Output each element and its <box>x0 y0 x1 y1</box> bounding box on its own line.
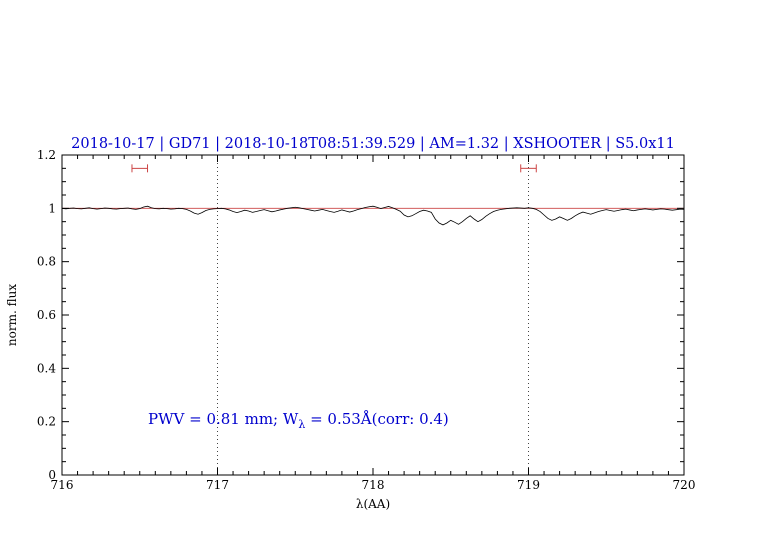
x-tick-label: 720 <box>673 478 696 492</box>
y-tick-label: 0 <box>48 468 56 482</box>
y-tick-label: 0.2 <box>37 415 56 429</box>
chart-title: 2018-10-17 | GD71 | 2018-10-18T08:51:39.… <box>71 136 675 152</box>
pwv-annotation-prefix: PWV = 0.81 mm; W <box>148 410 299 428</box>
pwv-annotation-suffix: = 0.53Å(corr: 0.4) <box>305 410 449 428</box>
pwv-annotation-sub: λ <box>298 418 305 431</box>
y-axis-label: norm. flux <box>5 284 19 346</box>
spectrum-line <box>61 205 685 226</box>
y-tick-label: 1.2 <box>37 148 56 162</box>
x-axis-label: λ(AA) <box>356 497 390 511</box>
y-tick-label: 0.4 <box>37 361 56 375</box>
x-tick-label: 717 <box>206 478 229 492</box>
x-tick-label: 716 <box>51 478 74 492</box>
pwv-annotation: PWV = 0.81 mm; Wλ = 0.53Å(corr: 0.4) <box>148 410 449 431</box>
y-tick-label: 0.6 <box>37 308 56 322</box>
y-tick-label: 1 <box>48 201 56 215</box>
x-tick-label: 719 <box>517 478 540 492</box>
x-tick-label: 718 <box>362 478 385 492</box>
y-tick-label: 0.8 <box>37 255 56 269</box>
